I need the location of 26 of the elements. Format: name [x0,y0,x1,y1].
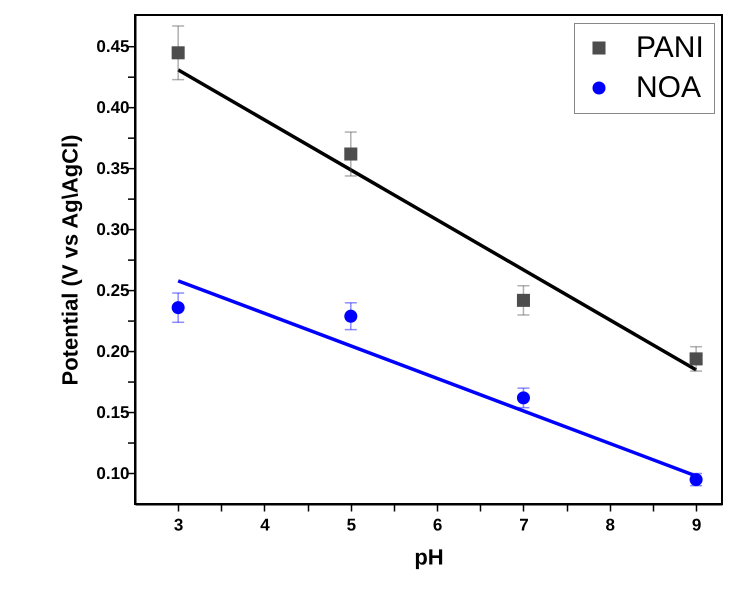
point [172,301,185,314]
point [172,46,185,60]
x-tick-label: 6 [432,516,442,534]
y-tick-label: 0.15 [96,403,130,422]
point [690,352,703,366]
y-tick-label: 0.10 [96,464,130,484]
x-axis-title: pH [414,544,444,570]
y-tick-label: 0.35 [96,159,130,178]
y-axis-title: Potential (V vs Ag\AgCl) [57,134,82,386]
point [344,148,358,161]
legend-label: PANI [636,31,704,64]
point [516,294,530,307]
x-tick-label: 9 [692,516,702,534]
x-tick-label: 4 [260,516,270,534]
point [344,310,358,323]
y-tick-label: 0.30 [96,220,130,240]
y-tick-label: 0.20 [96,342,130,362]
x-tick-label: 7 [519,516,529,534]
x-tick-label: 8 [606,516,616,534]
legend-label: NOA [636,71,702,104]
x-tick-label: 5 [346,516,356,534]
point [516,391,530,404]
x-tick-label: 3 [174,516,184,534]
y-tick-label: 0.40 [96,98,130,118]
y-tick-label: 0.45 [96,37,130,56]
y-tick-label: 0.25 [96,281,130,300]
